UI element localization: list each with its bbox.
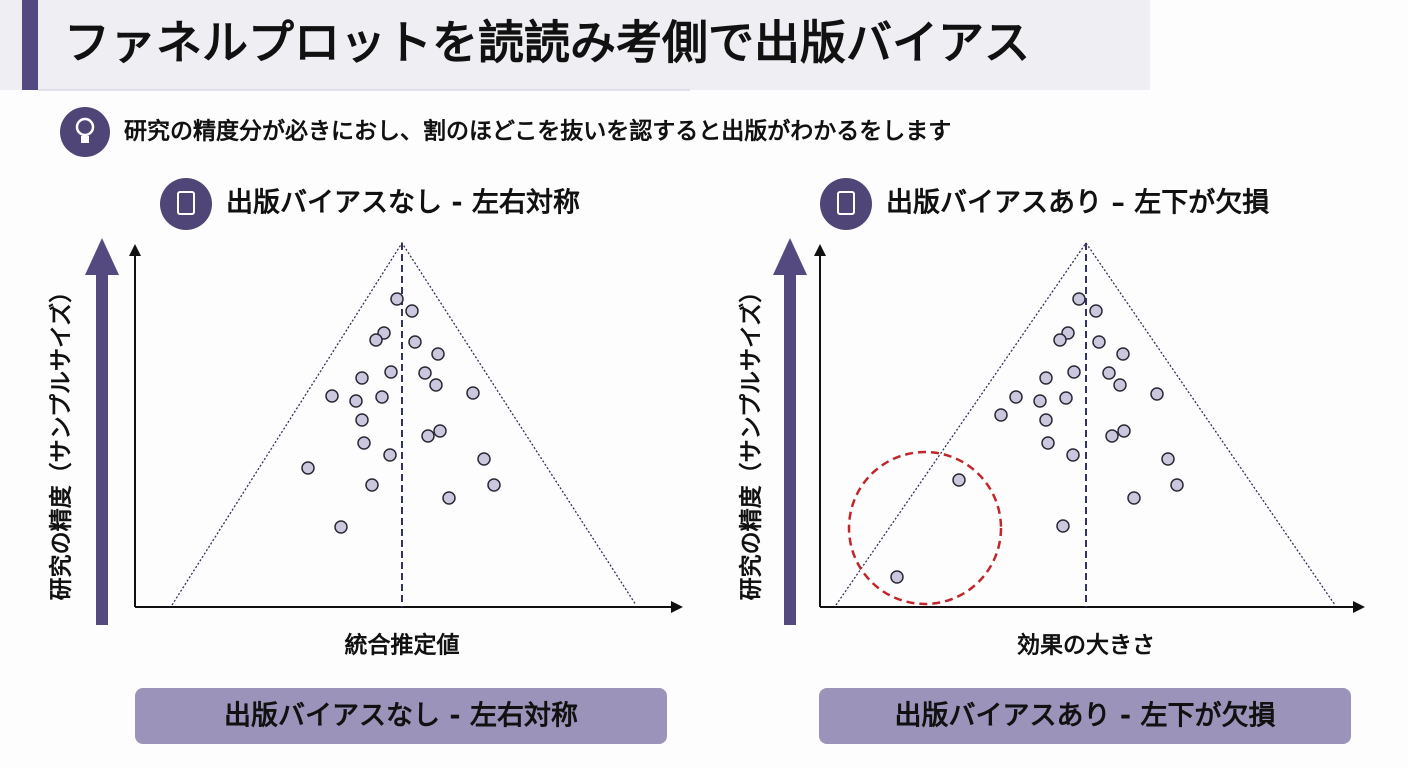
study-dot [1113, 378, 1127, 392]
study-dot [405, 304, 419, 318]
study-dot [1089, 304, 1103, 318]
study-dot [1127, 491, 1141, 505]
study-dot [369, 333, 383, 347]
study-dot [384, 365, 398, 379]
study-dot [301, 461, 315, 475]
study-dot [433, 424, 447, 438]
bulb-icon-base [81, 136, 89, 143]
caption-box [135, 688, 667, 744]
study-dot [1059, 391, 1073, 405]
y-axis-head [129, 244, 141, 256]
study-dot [383, 448, 397, 462]
study-dot [1009, 390, 1023, 404]
study-dot [1072, 292, 1086, 306]
study-dot [355, 413, 369, 427]
study-dot [1053, 333, 1067, 347]
x-axis-label: 統合推定値 [345, 632, 460, 659]
y-axis-head [814, 244, 826, 256]
study-dot [1039, 371, 1053, 385]
panel-title: 出版バイアスあり – 左下が欠損 [886, 187, 1269, 219]
study-dot [477, 452, 491, 466]
study-dot [1041, 436, 1055, 450]
study-dot [1033, 394, 1047, 408]
y-axis-label: 研究の精度（サンプルサイズ） [48, 280, 75, 601]
bulb-icon-glyph [75, 117, 95, 137]
title-band [0, 0, 1150, 90]
subtitle: 研究の精度分が必きにおし、割のほどこを抜いを認すると出版がわかるをします [124, 118, 951, 145]
bulb-icon [60, 107, 110, 157]
x-axis-head [671, 601, 683, 613]
caption: 出版バイアスなし - 左右対称 [224, 701, 578, 732]
study-dot [334, 520, 348, 534]
study-dot [1170, 478, 1184, 492]
study-dot [952, 473, 966, 487]
precision-arrow-head [85, 238, 119, 275]
title-accent [22, 0, 38, 90]
x-axis-label: 効果の大きさ [1017, 632, 1155, 659]
panel-icon [160, 178, 212, 230]
study-dot [349, 394, 363, 408]
study-dot [442, 491, 456, 505]
x-axis-head [1353, 601, 1365, 613]
study-dot [325, 389, 339, 403]
study-dot [1105, 429, 1119, 443]
study-dot [1092, 335, 1106, 349]
study-dot [890, 570, 904, 584]
study-dot [1150, 387, 1164, 401]
precision-arrow-head [773, 238, 807, 275]
study-dot [408, 335, 422, 349]
funnel [835, 241, 1336, 606]
panel-icon-glyph [837, 191, 855, 215]
study-dot [375, 390, 389, 404]
precision-arrow-shaft [96, 270, 108, 625]
study-dot [1056, 519, 1070, 533]
caption-box [819, 688, 1351, 744]
study-dot [1117, 424, 1131, 438]
study-dot [1161, 452, 1175, 466]
study-dot [994, 408, 1008, 422]
y-axis-label: 研究の精度（サンプルサイズ） [738, 280, 765, 601]
study-dot [466, 386, 480, 400]
study-dot [1116, 347, 1130, 361]
panel-icon-glyph [177, 191, 195, 215]
study-dot [355, 371, 369, 385]
study-dot [1066, 448, 1080, 462]
study-dot [365, 478, 379, 492]
study-dot [1102, 366, 1116, 380]
study-dot [1039, 413, 1053, 427]
caption: 出版バイアスあり - 左下が欠損 [894, 700, 1275, 732]
precision-arrow-shaft [784, 270, 796, 625]
study-dot [429, 378, 443, 392]
study-dot [1067, 365, 1081, 379]
study-dot [431, 347, 445, 361]
study-dot [390, 292, 404, 306]
missing-region [847, 450, 1003, 606]
funnel [171, 241, 637, 606]
page-title: ファネルプロットを読読み考側で出版バイアス [64, 16, 1030, 70]
study-dot [418, 366, 432, 380]
study-dot [357, 436, 371, 450]
panel-icon [820, 178, 872, 230]
panel-title: 出版バイアスなし - 左右対称 [226, 188, 580, 219]
study-dot [487, 478, 501, 492]
study-dot [421, 429, 435, 443]
